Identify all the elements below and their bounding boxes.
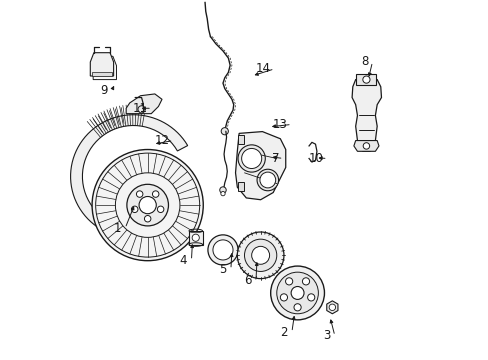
Circle shape bbox=[280, 294, 287, 301]
Text: 7: 7 bbox=[271, 152, 279, 165]
Circle shape bbox=[207, 235, 238, 265]
Text: 1: 1 bbox=[113, 222, 121, 235]
Circle shape bbox=[131, 206, 138, 212]
Circle shape bbox=[139, 197, 156, 214]
Polygon shape bbox=[126, 94, 162, 114]
Polygon shape bbox=[93, 56, 116, 80]
Circle shape bbox=[212, 240, 233, 260]
Circle shape bbox=[363, 143, 369, 149]
Polygon shape bbox=[353, 140, 378, 151]
Text: 14: 14 bbox=[255, 62, 270, 75]
Circle shape bbox=[221, 192, 224, 196]
Circle shape bbox=[244, 239, 276, 271]
Bar bbox=[188, 231, 202, 244]
Circle shape bbox=[192, 234, 199, 241]
Circle shape bbox=[126, 184, 168, 226]
Circle shape bbox=[238, 145, 265, 172]
Polygon shape bbox=[70, 115, 187, 238]
Circle shape bbox=[237, 232, 284, 279]
Text: 12: 12 bbox=[154, 134, 169, 147]
Text: 8: 8 bbox=[360, 55, 367, 68]
Bar bbox=[238, 135, 244, 144]
Circle shape bbox=[285, 278, 292, 285]
Circle shape bbox=[307, 294, 314, 301]
Text: 13: 13 bbox=[272, 118, 287, 131]
Circle shape bbox=[157, 206, 163, 212]
Text: 6: 6 bbox=[244, 274, 251, 287]
Circle shape bbox=[290, 287, 304, 300]
Text: 4: 4 bbox=[179, 254, 187, 267]
Text: 3: 3 bbox=[323, 329, 330, 342]
Circle shape bbox=[138, 106, 145, 113]
Circle shape bbox=[221, 128, 228, 135]
Circle shape bbox=[362, 76, 369, 83]
Circle shape bbox=[115, 173, 180, 237]
Circle shape bbox=[328, 304, 335, 311]
Bar bbox=[238, 182, 244, 191]
Circle shape bbox=[152, 191, 159, 197]
Polygon shape bbox=[90, 53, 113, 76]
Circle shape bbox=[302, 278, 309, 285]
Circle shape bbox=[219, 187, 226, 193]
Polygon shape bbox=[351, 80, 381, 151]
Text: 11: 11 bbox=[132, 102, 147, 115]
Circle shape bbox=[270, 266, 324, 320]
Text: 10: 10 bbox=[308, 152, 323, 165]
Circle shape bbox=[276, 272, 318, 314]
Circle shape bbox=[92, 149, 203, 261]
Circle shape bbox=[260, 172, 275, 188]
Circle shape bbox=[257, 169, 278, 191]
Circle shape bbox=[241, 148, 261, 168]
Polygon shape bbox=[326, 301, 337, 314]
Circle shape bbox=[144, 216, 151, 222]
Polygon shape bbox=[356, 74, 376, 85]
Text: 5: 5 bbox=[219, 263, 226, 276]
Circle shape bbox=[251, 246, 269, 264]
Text: 2: 2 bbox=[280, 326, 287, 339]
Text: 9: 9 bbox=[100, 84, 107, 97]
Polygon shape bbox=[235, 132, 285, 200]
Circle shape bbox=[293, 304, 301, 311]
Circle shape bbox=[136, 191, 142, 197]
Polygon shape bbox=[92, 72, 112, 76]
